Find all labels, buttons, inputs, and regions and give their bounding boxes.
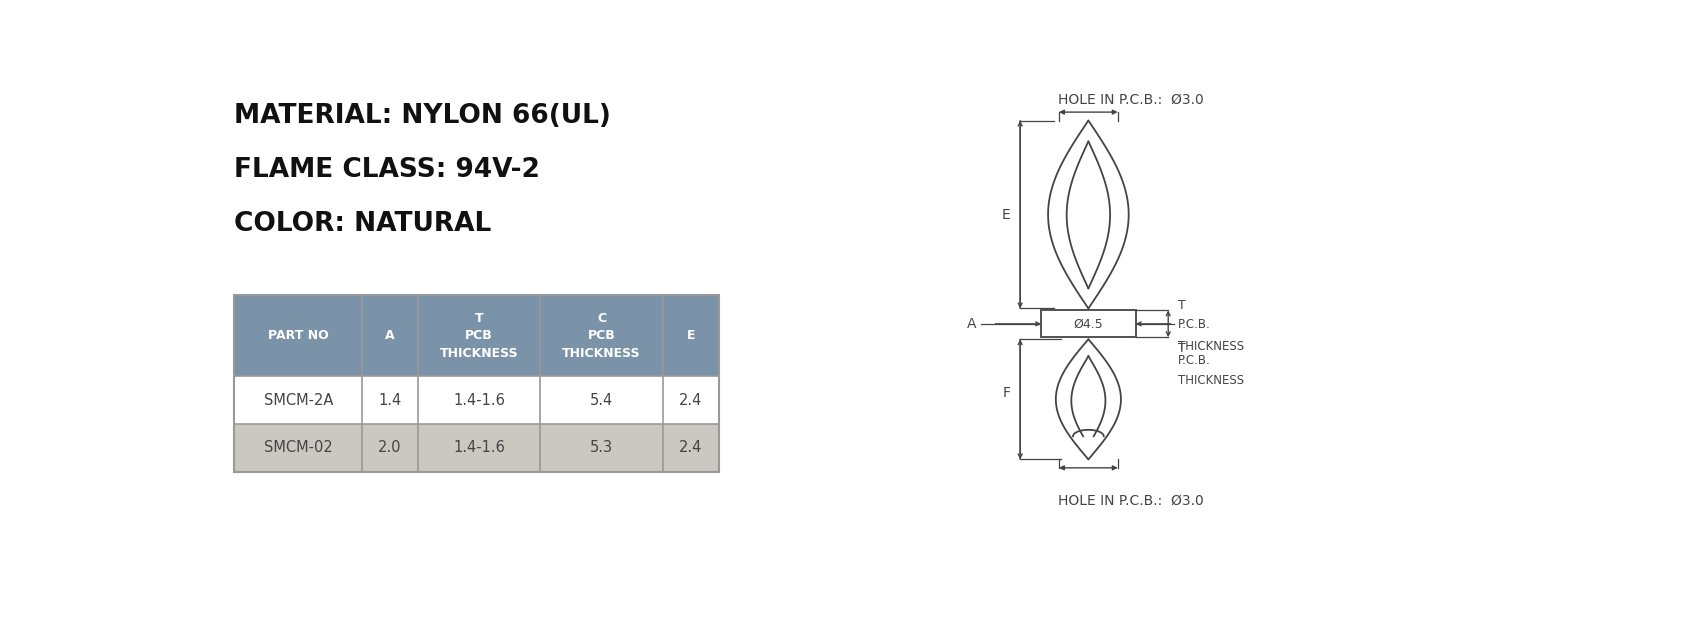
Bar (235, 376, 720, 424)
Bar (235, 295, 720, 472)
Text: F: F (1002, 386, 1010, 400)
Text: THICKNESS: THICKNESS (1177, 340, 1243, 353)
Text: 1.4-1.6: 1.4-1.6 (452, 392, 505, 408)
Text: SMCM-02: SMCM-02 (264, 440, 333, 456)
Text: P.C.B.: P.C.B. (1177, 318, 1209, 331)
Text: E: E (1002, 208, 1010, 222)
Text: T: T (1177, 342, 1186, 355)
Text: HOLE IN P.C.B.:  Ø3.0: HOLE IN P.C.B.: Ø3.0 (1058, 93, 1204, 107)
Bar (235, 295, 720, 376)
Text: PART NO: PART NO (267, 329, 328, 343)
Text: 1.4: 1.4 (379, 392, 401, 408)
Text: Ø4.5: Ø4.5 (1073, 318, 1104, 330)
Text: T
PCB
THICKNESS: T PCB THICKNESS (441, 312, 519, 360)
Text: E: E (687, 329, 696, 343)
Text: 2.0: 2.0 (378, 440, 401, 456)
Text: MATERIAL: NYLON 66(UL): MATERIAL: NYLON 66(UL) (235, 103, 611, 129)
Text: FLAME CLASS: 94V-2: FLAME CLASS: 94V-2 (235, 157, 541, 183)
Text: 2.4: 2.4 (679, 392, 703, 408)
Text: 5.4: 5.4 (590, 392, 614, 408)
Text: HOLE IN P.C.B.:  Ø3.0: HOLE IN P.C.B.: Ø3.0 (1058, 493, 1204, 507)
Text: T: T (1177, 299, 1186, 312)
Text: A: A (968, 317, 976, 331)
Text: SMCM-2A: SMCM-2A (264, 392, 333, 408)
Text: COLOR: NATURAL: COLOR: NATURAL (235, 211, 492, 236)
Text: P.C.B.: P.C.B. (1177, 354, 1209, 367)
Text: 1.4-1.6: 1.4-1.6 (452, 440, 505, 456)
Text: A: A (386, 329, 395, 343)
Text: THICKNESS: THICKNESS (1177, 374, 1243, 387)
Text: C
PCB
THICKNESS: C PCB THICKNESS (563, 312, 641, 360)
Text: 5.3: 5.3 (590, 440, 614, 456)
Text: 2.4: 2.4 (679, 440, 703, 456)
Bar (235, 424, 720, 472)
Bar (1041, 311, 1136, 337)
